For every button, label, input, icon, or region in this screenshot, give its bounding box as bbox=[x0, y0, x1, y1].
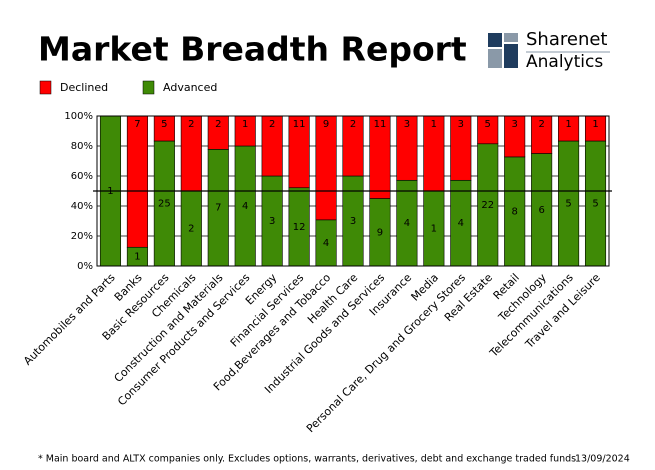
data-label: 8 bbox=[511, 206, 517, 217]
data-label: 11 bbox=[293, 119, 306, 130]
logo-text: Analytics bbox=[526, 52, 603, 72]
data-label: 2 bbox=[215, 119, 221, 130]
legend-label: Declined bbox=[60, 81, 108, 94]
data-label: 1 bbox=[431, 224, 437, 235]
data-label: 3 bbox=[458, 119, 464, 130]
data-label: 25 bbox=[158, 199, 171, 210]
y-tick-label: 0% bbox=[77, 261, 93, 272]
data-label: 12 bbox=[293, 222, 306, 233]
data-label: 1 bbox=[592, 119, 598, 130]
bar-segment bbox=[315, 115, 337, 221]
data-label: 2 bbox=[188, 119, 194, 130]
data-label: 6 bbox=[538, 205, 544, 216]
data-label: 5 bbox=[565, 199, 571, 210]
y-tick-label: 80% bbox=[71, 141, 93, 152]
data-label: 7 bbox=[215, 203, 221, 214]
data-label: 9 bbox=[323, 119, 329, 130]
data-label: 4 bbox=[242, 201, 248, 212]
data-label: 4 bbox=[458, 218, 464, 229]
data-label: 2 bbox=[269, 119, 275, 130]
data-label: 1 bbox=[242, 119, 248, 130]
data-label: 3 bbox=[404, 119, 410, 130]
plot-frame bbox=[96, 115, 610, 267]
logo-block bbox=[488, 49, 502, 68]
data-label: 3 bbox=[269, 216, 275, 227]
data-label: 5 bbox=[592, 199, 598, 210]
data-label: 2 bbox=[538, 119, 544, 130]
logo-block bbox=[504, 44, 518, 68]
data-label: 2 bbox=[188, 224, 194, 235]
data-label: 4 bbox=[323, 238, 329, 249]
chart-title: Market Breadth Report bbox=[38, 30, 467, 69]
data-label: 3 bbox=[511, 119, 517, 130]
data-label: 2 bbox=[350, 119, 356, 130]
data-label: 5 bbox=[161, 119, 167, 130]
date: 13/09/2024 bbox=[575, 454, 630, 465]
logo-text: Sharenet bbox=[526, 29, 607, 50]
data-label: 7 bbox=[134, 119, 140, 130]
legend-swatch bbox=[142, 80, 155, 95]
legend-label: Advanced bbox=[163, 81, 217, 94]
data-label: 22 bbox=[481, 200, 494, 211]
data-label: 4 bbox=[404, 218, 410, 229]
data-label: 1 bbox=[565, 119, 571, 130]
data-label: 1 bbox=[134, 252, 140, 263]
y-tick-label: 60% bbox=[71, 171, 93, 182]
legend-swatch bbox=[39, 80, 52, 95]
y-tick-label: 100% bbox=[64, 111, 93, 122]
data-label: 3 bbox=[350, 216, 356, 227]
data-label: 5 bbox=[485, 119, 491, 130]
y-tick-label: 40% bbox=[71, 201, 93, 212]
footnote: * Main board and ALTX companies only. Ex… bbox=[38, 454, 576, 465]
logo-block bbox=[504, 33, 518, 42]
y-tick-label: 20% bbox=[71, 231, 93, 242]
data-label: 1 bbox=[431, 119, 437, 130]
logo-block bbox=[488, 33, 502, 47]
data-label: 11 bbox=[374, 119, 387, 130]
data-label: 9 bbox=[377, 227, 383, 238]
logo: Sharenet Analytics bbox=[488, 29, 610, 72]
bar-segment bbox=[126, 115, 148, 248]
